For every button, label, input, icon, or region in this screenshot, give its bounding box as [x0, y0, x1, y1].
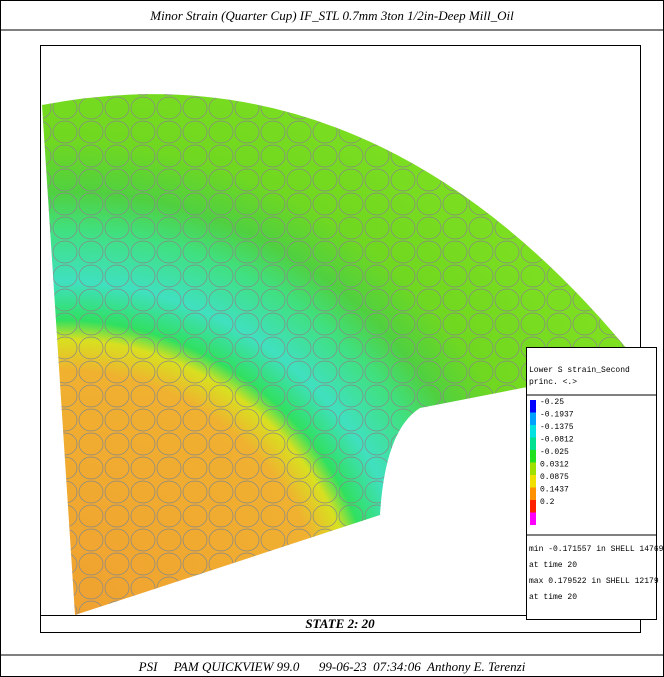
- legend-title: Lower S strain_Second: [529, 366, 630, 375]
- legend-swatch: [530, 500, 536, 513]
- legend-swatch: [530, 438, 536, 451]
- legend-label: -0.1375: [540, 423, 574, 432]
- legend-title: princ. <.>: [529, 378, 577, 387]
- state-label: STATE 2: 20: [305, 616, 375, 631]
- legend-info: at time 20: [529, 593, 577, 602]
- legend-label: 0.0312: [540, 461, 569, 470]
- legend-swatch: [530, 513, 536, 526]
- footer: PSI PAM QUICKVIEW 99.0 99-06-23 07:34:06…: [138, 659, 526, 674]
- legend-swatch: [530, 413, 536, 426]
- legend-swatch: [530, 450, 536, 463]
- legend-label: -0.25: [540, 398, 564, 407]
- legend-swatch: [530, 475, 536, 488]
- legend-label: -0.025: [540, 448, 569, 457]
- screen: Minor Strain (Quarter Cup) IF_STL 0.7mm …: [0, 0, 664, 677]
- legend-swatch: [530, 463, 536, 476]
- legend-label: 0.0875: [540, 473, 569, 482]
- legend-label: -0.0812: [540, 436, 574, 445]
- legend: Lower S strain_Second princ. <.> -0.25 -0.1…: [526, 348, 664, 620]
- legend-label: 0.1437: [540, 486, 569, 495]
- legend-info: min -0.171557 in SHELL 14769: [529, 545, 664, 554]
- legend-info: max 0.179522 in SHELL 12179: [529, 577, 659, 586]
- legend-swatch: [530, 400, 536, 413]
- legend-info: at time 20: [529, 561, 577, 570]
- legend-label: 0.2: [540, 498, 555, 507]
- legend-swatch: [530, 425, 536, 438]
- legend-label: -0.1937: [540, 411, 574, 420]
- title: Minor Strain (Quarter Cup) IF_STL 0.7mm …: [149, 8, 514, 23]
- legend-swatch: [530, 488, 536, 501]
